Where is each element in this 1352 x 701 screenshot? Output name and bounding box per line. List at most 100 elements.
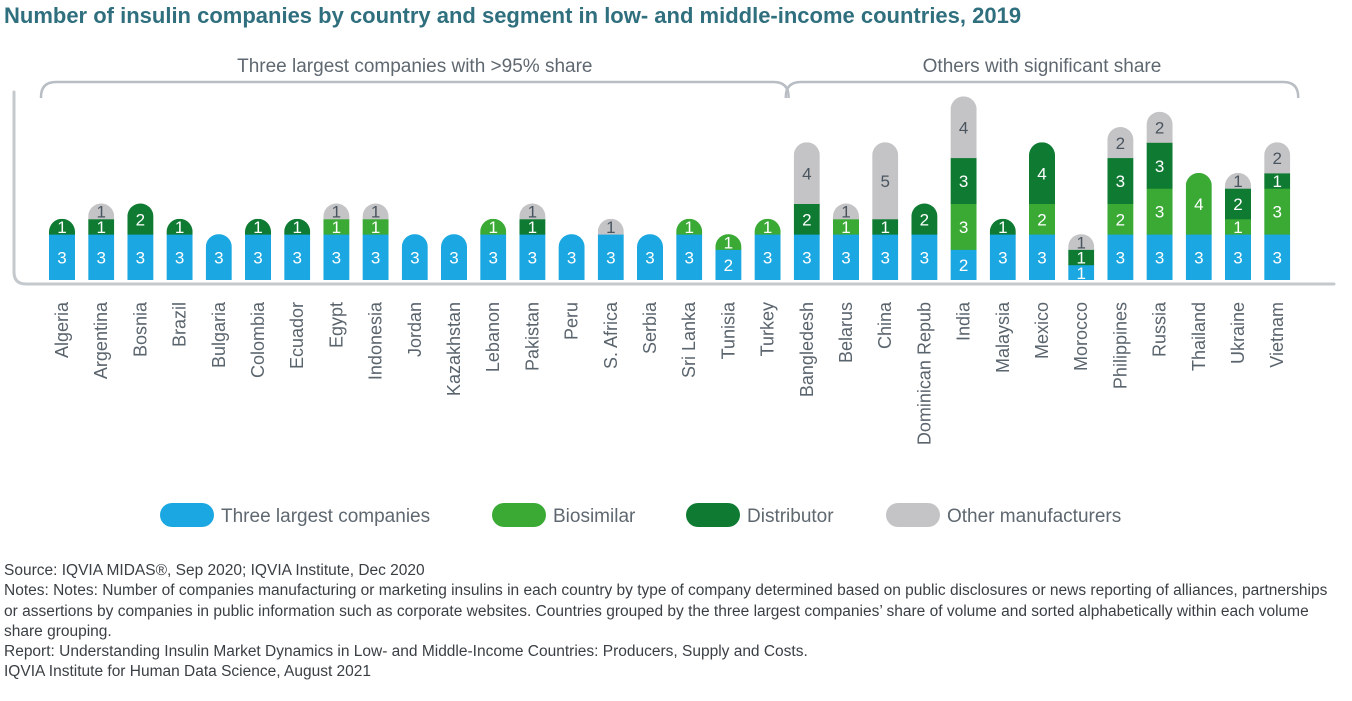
bar-segment-distributor (166, 218, 193, 235)
data-label: 3 (1272, 203, 1281, 222)
bar-turkey (754, 218, 781, 280)
bar-segment-distributor (49, 218, 75, 235)
bar-segment-distributor (1225, 188, 1251, 220)
bar-segment-three-largest-companies (205, 234, 232, 280)
data-label: 1 (1076, 264, 1085, 283)
data-label: 3 (841, 249, 850, 268)
bar-brazil (166, 218, 193, 280)
tick-label: Colombia (248, 301, 268, 378)
bar-bulgaria (205, 234, 232, 280)
data-label: 4 (1194, 195, 1203, 214)
bar-segment-three-largest-companies (833, 234, 859, 280)
bar-segment-three-largest-companies (49, 234, 75, 280)
data-label: 3 (1037, 249, 1046, 268)
bar-segment-three-largest-companies (323, 234, 350, 280)
bar-segment-other-manufacturers (323, 203, 350, 220)
data-label: 3 (528, 249, 537, 268)
bar-segment-biosimilar (1185, 172, 1212, 235)
source-note: Source: IQVIA MIDAS®, Sep 2020; IQVIA In… (4, 562, 425, 579)
bar-lebanon (480, 218, 507, 280)
data-label: 1 (253, 218, 262, 237)
tick-label: Jordan (405, 302, 425, 357)
data-label: 3 (1194, 249, 1203, 268)
data-label: 1 (724, 233, 733, 252)
bar-bangledesh (793, 142, 820, 280)
bar-philippines (1107, 127, 1134, 280)
data-label: 1 (1233, 218, 1242, 237)
bar-belarus (833, 203, 859, 280)
tick-label: Argentina (91, 301, 111, 379)
tick-label: Kazakhstan (444, 302, 464, 396)
bar-segment-distributor (1068, 249, 1095, 266)
bar-india (950, 96, 977, 280)
bar-segment-three-largest-companies (872, 234, 899, 280)
bar-segment-other-manufacturers (1264, 142, 1291, 174)
bar-segment-three-largest-companies (362, 234, 389, 280)
tick-label: Sri Lanka (679, 301, 699, 378)
bar-segment-biosimilar (480, 218, 507, 235)
data-label: 1 (96, 203, 105, 222)
bar-segment-distributor (519, 218, 546, 235)
data-label: 1 (292, 218, 301, 237)
bar-segment-three-largest-companies (1264, 234, 1291, 280)
bar-segment-distributor (245, 218, 271, 235)
data-label: 2 (724, 256, 733, 275)
data-label: 1 (1272, 172, 1281, 191)
bar-segment-three-largest-companies (754, 234, 781, 280)
bar-segment-three-largest-companies (950, 249, 977, 280)
tick-label: India (954, 301, 974, 341)
bar-segment-three-largest-companies (1107, 234, 1134, 280)
bar-segment-three-largest-companies (1225, 234, 1251, 280)
bar-segment-other-manufacturers (1107, 127, 1134, 159)
bar-malaysia (989, 218, 1016, 280)
stacked-bar-chart: Three largest companies with >95% share O… (12, 56, 1336, 527)
tick-label: Pakistan (522, 302, 542, 371)
data-label: 1 (528, 218, 537, 237)
bar-segment-biosimilar (950, 203, 977, 250)
bar-segment-biosimilar (362, 218, 389, 235)
bar-segment-three-largest-companies (519, 234, 546, 280)
legend-label: Distributor (747, 506, 834, 527)
tick-label: Egypt (326, 302, 346, 348)
bar-segment-other-manufacturers (88, 203, 115, 220)
bar-segment-three-largest-companies (166, 234, 193, 280)
tick-label: Belarus (836, 302, 856, 363)
bar-china (872, 142, 899, 280)
data-label: 5 (880, 172, 889, 191)
bar-segment-other-manufacturers (362, 203, 389, 220)
group-label: Three largest companies with >95% share (237, 56, 592, 77)
data-label: 3 (253, 249, 262, 268)
data-label: 3 (96, 249, 105, 268)
bar-serbia (637, 234, 663, 280)
bar-segment-distributor (88, 218, 115, 235)
data-label: 4 (1037, 164, 1046, 183)
bar-segment-three-largest-companies (245, 234, 271, 280)
axis-frame (12, 90, 1336, 286)
bar-segment-three-largest-companies (284, 234, 311, 280)
legend-label: Three largest companies (221, 506, 430, 527)
bar-segment-biosimilar (676, 218, 703, 235)
data-label: 3 (645, 249, 654, 268)
bar-segment-biosimilar (833, 218, 859, 235)
bar-segment-three-largest-companies (597, 234, 624, 280)
data-label: 3 (567, 249, 576, 268)
bar-segment-biosimilar (1107, 203, 1134, 235)
data-label: 3 (684, 249, 693, 268)
bar-segment-biosimilar (1264, 188, 1291, 235)
data-label: 3 (1155, 203, 1164, 222)
data-label: 1 (371, 203, 380, 222)
data-label: 2 (802, 210, 811, 229)
legend-swatch (886, 503, 940, 527)
bar-ecuador (284, 218, 311, 280)
data-label: 3 (332, 249, 341, 268)
data-label: 3 (763, 249, 772, 268)
bar-egypt (323, 203, 350, 280)
data-label: 4 (802, 164, 811, 183)
data-label: 1 (528, 203, 537, 222)
bar-segment-three-largest-companies (1185, 234, 1212, 280)
group-bracket (39, 80, 790, 98)
bar-segment-three-largest-companies (989, 234, 1016, 280)
tick-label: Tunisia (718, 301, 738, 359)
bar-segment-biosimilar (1146, 188, 1173, 235)
data-label: 2 (1233, 195, 1242, 214)
